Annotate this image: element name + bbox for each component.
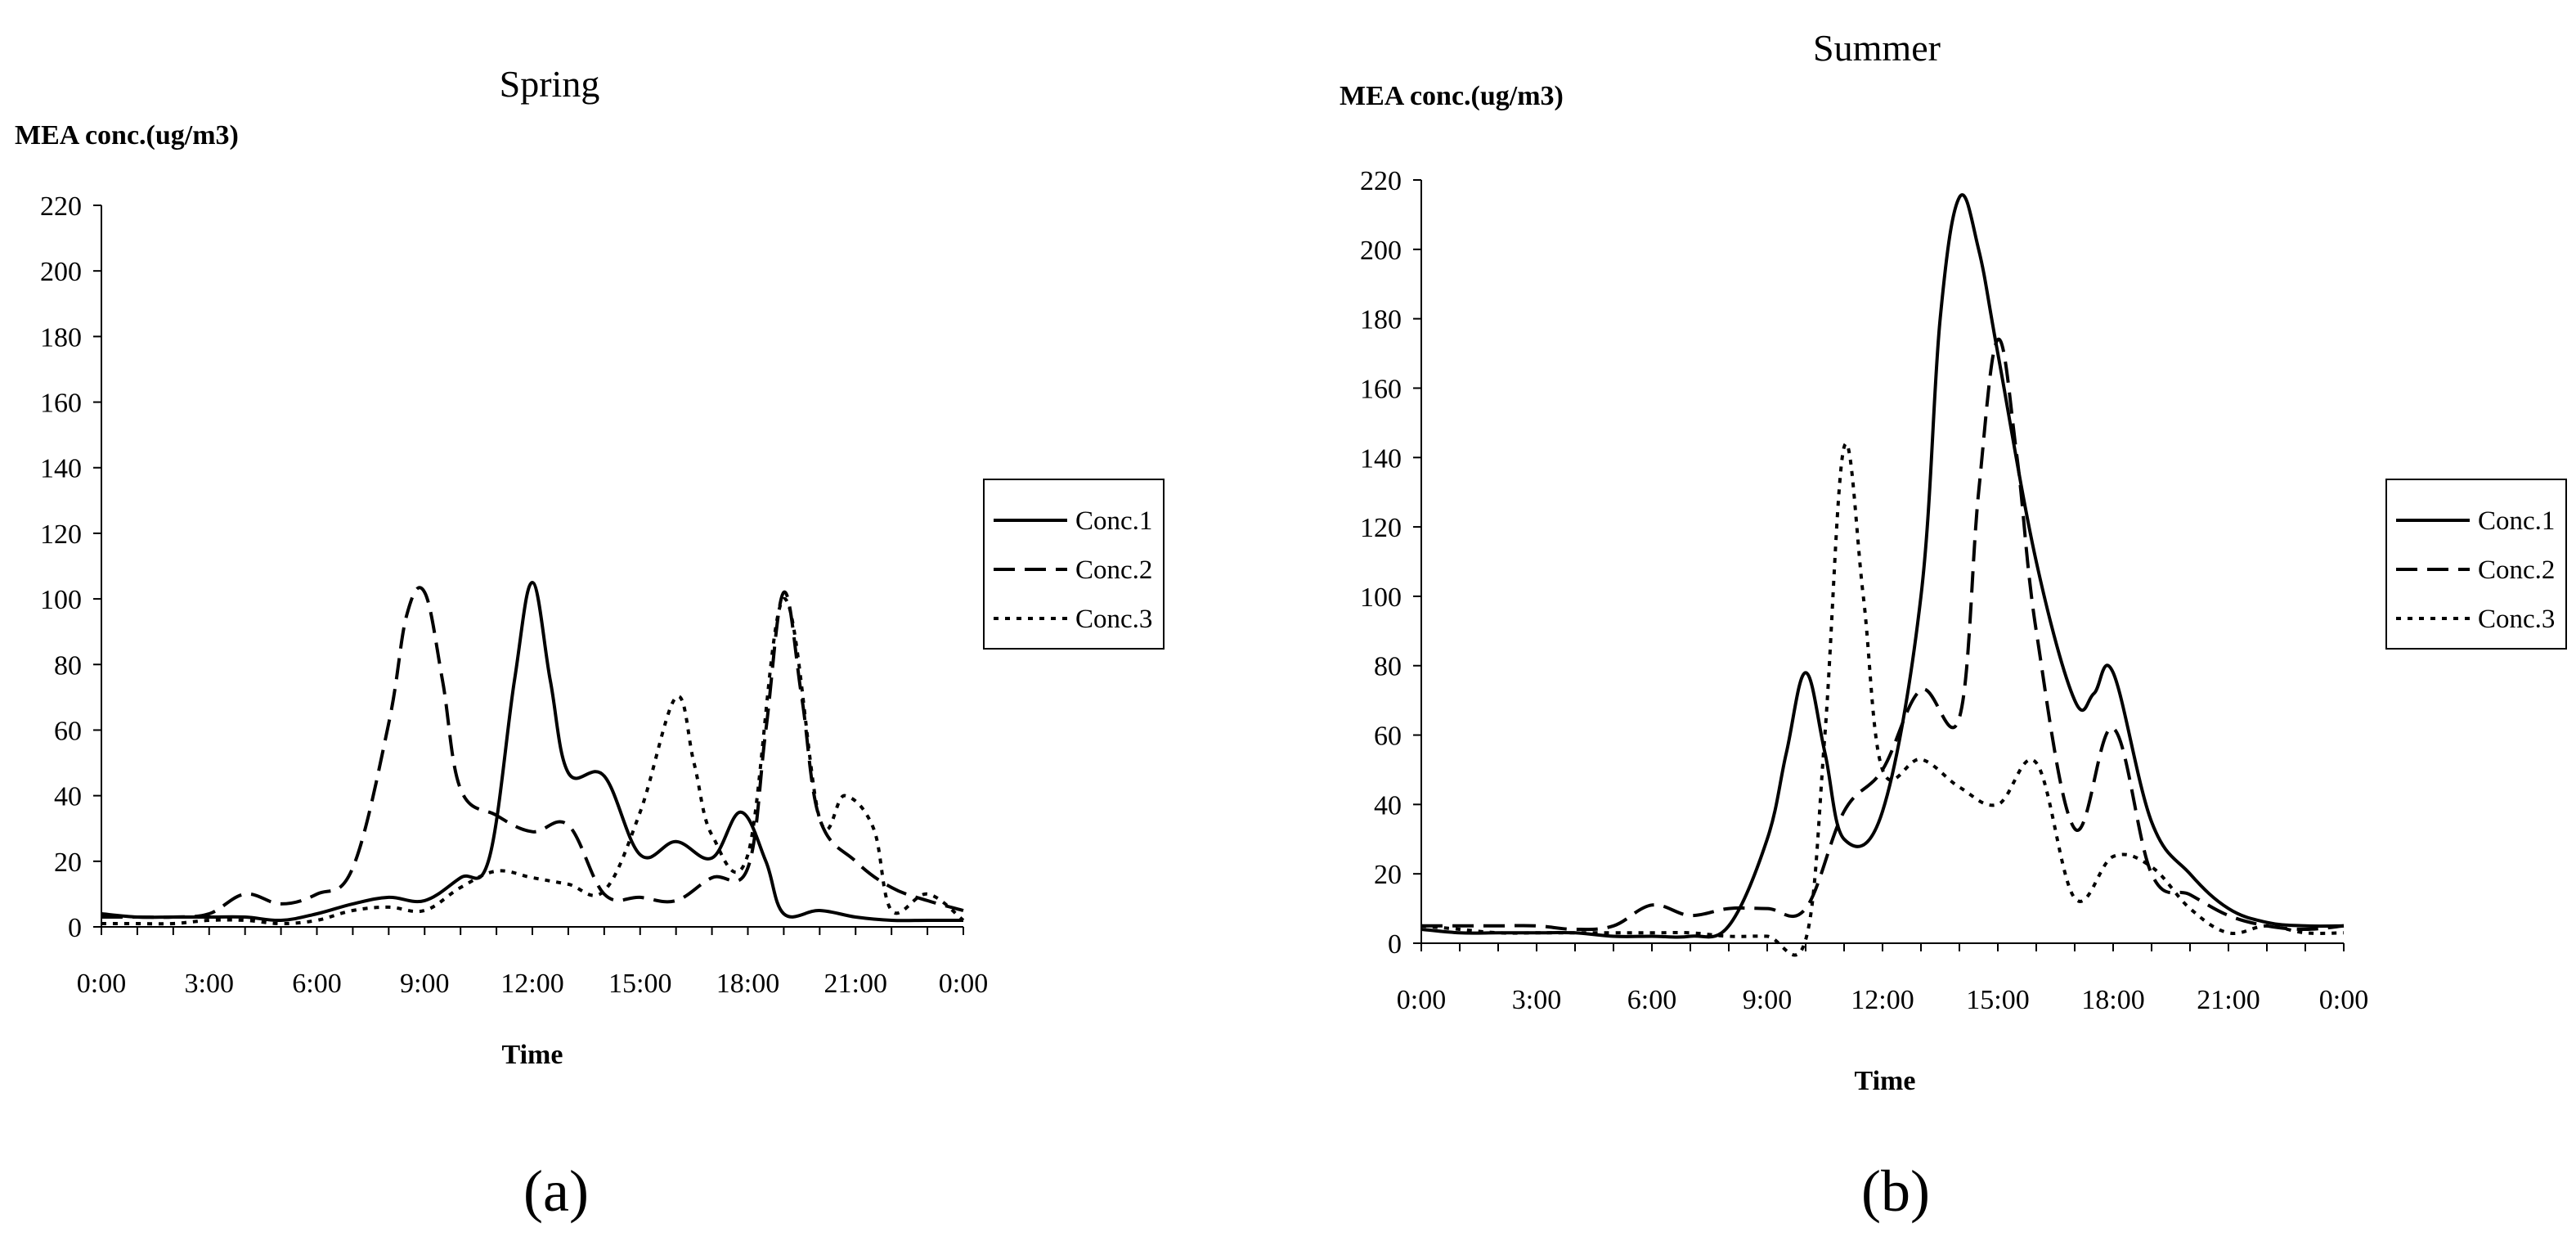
chart-title: Summer xyxy=(1813,27,1941,69)
y-tick-label: 120 xyxy=(1360,513,1402,543)
x-tick-label: 15:00 xyxy=(608,969,671,999)
y-tick-label: 0 xyxy=(1388,929,1402,960)
series-line-conc3 xyxy=(1420,442,2345,957)
x-tick-label: 9:00 xyxy=(400,969,449,999)
panel-label: (b) xyxy=(1861,1158,1930,1224)
y-tick-label: 200 xyxy=(1360,236,1402,266)
x-tick-label: 3:00 xyxy=(185,969,234,999)
series-line-conc1 xyxy=(101,581,963,923)
y-tick-label: 160 xyxy=(1360,374,1402,404)
legend-label: Conc.3 xyxy=(1075,605,1152,634)
legend-label: Conc.2 xyxy=(2478,555,2555,585)
x-axis-label: Time xyxy=(502,1040,563,1070)
x-tick-label: 9:00 xyxy=(1743,985,1792,1015)
y-tick-label: 220 xyxy=(40,191,82,222)
x-tick-label: 12:00 xyxy=(500,969,563,999)
chart-spring: Spring MEA conc.(ug/m3) Time (a) 0 20 40 60 80 10… xyxy=(15,63,1165,1224)
series-line-conc1 xyxy=(1420,193,2345,939)
y-axis-label: MEA conc.(ug/m3) xyxy=(15,120,239,151)
chart-title: Spring xyxy=(500,63,600,105)
y-tick-label: 200 xyxy=(40,257,82,287)
x-tick-label: 0:00 xyxy=(2319,985,2368,1015)
y-tick-label: 160 xyxy=(40,389,82,419)
x-tick-label: 3:00 xyxy=(1512,985,1561,1015)
y-tick-label: 20 xyxy=(1374,860,1402,890)
series-line-conc2 xyxy=(101,586,964,920)
y-tick-label: 140 xyxy=(40,454,82,484)
y-axis-label: MEA conc.(ug/m3) xyxy=(1340,81,1564,111)
x-tick-label: 18:00 xyxy=(2081,985,2144,1015)
y-tick-label: 180 xyxy=(40,322,82,353)
y-tick-label: 180 xyxy=(1360,305,1402,335)
series-line-conc2 xyxy=(1421,337,2345,932)
y-tick-label: 80 xyxy=(54,650,82,681)
y-tick-label: 100 xyxy=(40,585,82,615)
x-tick-label: 21:00 xyxy=(2197,985,2260,1015)
panel-label: (a) xyxy=(523,1158,589,1224)
y-tick-label: 40 xyxy=(54,782,82,812)
y-tick-label: 20 xyxy=(54,848,82,878)
x-tick-label: 12:00 xyxy=(1851,985,1914,1015)
legend-box xyxy=(2385,479,2567,650)
y-tick-label: 60 xyxy=(54,716,82,746)
series-line-conc3 xyxy=(101,597,965,926)
x-tick-label: 0:00 xyxy=(939,969,988,999)
legend-label: Conc.3 xyxy=(2478,605,2555,634)
x-tick-label: 15:00 xyxy=(1966,985,2029,1015)
y-tick-label: 80 xyxy=(1374,652,1402,682)
x-tick-label: 18:00 xyxy=(716,969,779,999)
y-tick-label: 0 xyxy=(68,913,82,943)
x-tick-label: 6:00 xyxy=(292,969,341,999)
x-tick-label: 0:00 xyxy=(77,969,126,999)
legend-label: Conc.1 xyxy=(1075,506,1152,536)
legend-label: Conc.1 xyxy=(2478,506,2555,536)
y-tick-label: 60 xyxy=(1374,722,1402,752)
x-tick-label: 0:00 xyxy=(1397,985,1446,1015)
y-tick-label: 100 xyxy=(1360,582,1402,613)
legend-label: Conc.2 xyxy=(1075,555,1152,585)
y-tick-label: 120 xyxy=(40,519,82,550)
x-tick-label: 21:00 xyxy=(824,969,887,999)
y-tick-label: 220 xyxy=(1360,166,1402,196)
y-tick-label: 40 xyxy=(1374,790,1402,821)
y-tick-label: 140 xyxy=(1360,443,1402,474)
legend-box xyxy=(983,479,1165,650)
x-tick-label: 6:00 xyxy=(1627,985,1676,1015)
x-axis-label: Time xyxy=(1855,1066,1916,1096)
chart-summer: Summer MEA conc.(ug/m3) Time (b) 0 20 40 60 80 10… xyxy=(1340,27,2567,1224)
